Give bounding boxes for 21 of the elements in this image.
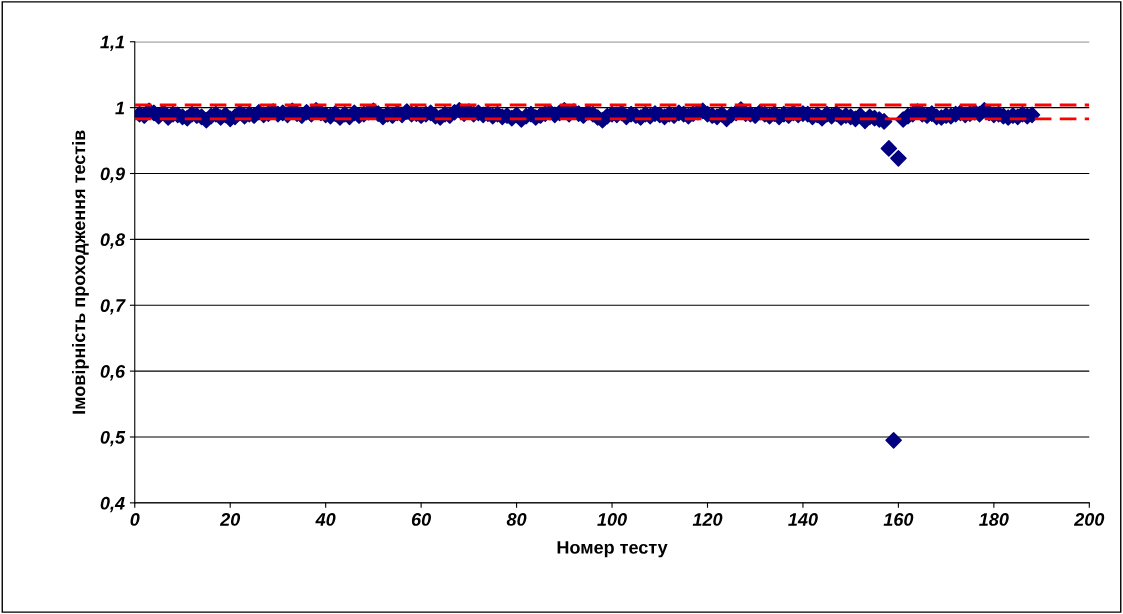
x-tick-label: 180 [979,513,1009,526]
y-tick-label: 0,9 [100,167,125,183]
x-tick-label: 80 [506,513,527,526]
y-tick-label: 1 [115,101,125,115]
y-tick-label: 0,4 [100,496,125,513]
y-tick-label: 0,6 [100,365,126,381]
x-tick-label: 100 [597,513,627,526]
x-tick-label: 0 [130,513,140,526]
x-tick-label: 120 [692,513,723,526]
x-tick-label: 200 [1073,513,1105,526]
y-tick-label: 0,8 [100,233,126,249]
x-tick-label: 20 [219,513,241,526]
x-tick-label: 60 [411,513,431,526]
y-axis-title: Імовірність проходження тестів [72,130,89,414]
y-tick-label: 1,1 [100,35,125,52]
y-tick-label: 0,7 [100,299,126,315]
x-tick-label: 140 [788,513,818,526]
x-tick-label: 40 [315,513,336,526]
x-axis-title: Номер тесту [557,541,668,558]
x-tick-label: 160 [883,513,914,526]
y-tick-label: 0,5 [100,430,126,447]
